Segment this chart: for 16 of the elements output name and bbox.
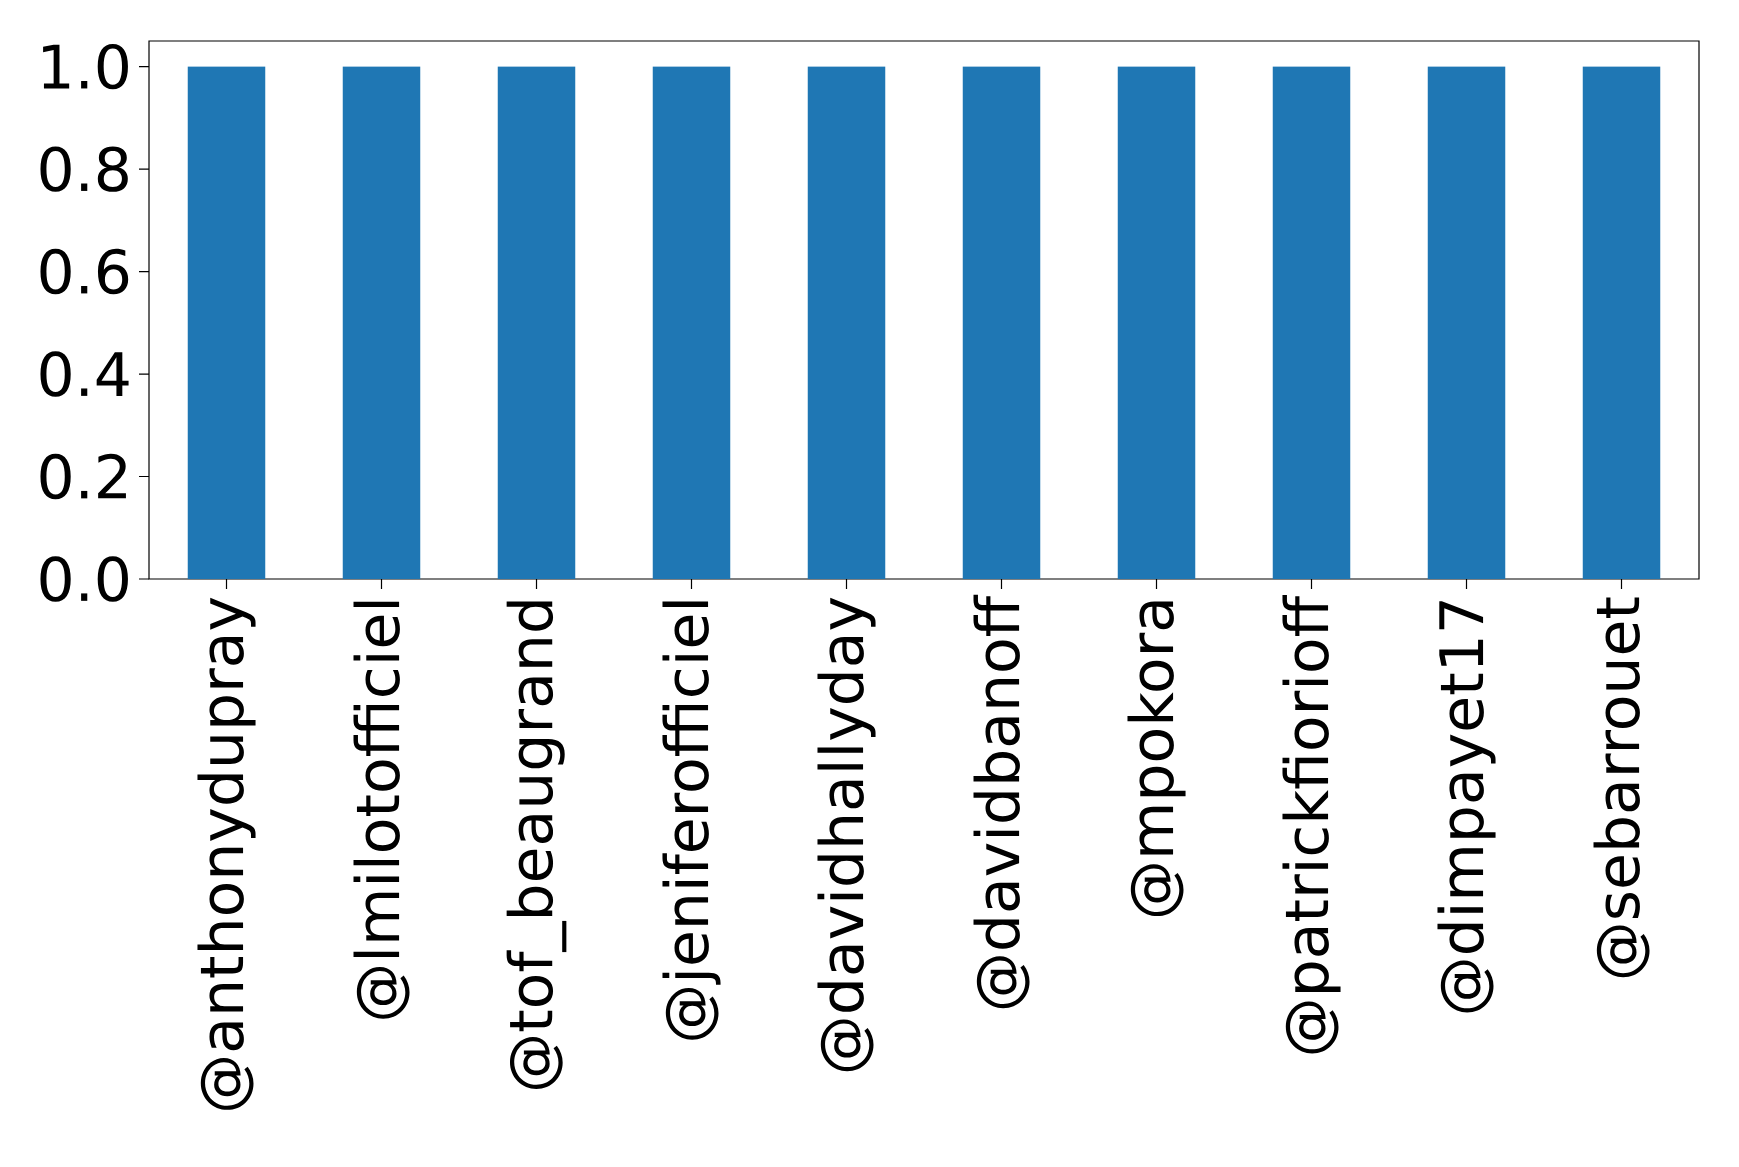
x-tick-label: @lmilotofficiel [353, 601, 410, 1019]
x-tick-label: @sebarrouet [1593, 597, 1650, 978]
y-tick-label: 0.6 [40, 248, 129, 295]
y-tick-label: 1.0 [43, 43, 128, 90]
x-tick-label: @davidbanoff [973, 594, 1030, 1009]
x-tick-label: @tof_beaugrand [506, 601, 567, 1089]
x-tick-label: @patrickfiorioff [1282, 594, 1341, 1054]
y-tick-label: 0.4 [40, 351, 129, 397]
y-tick-label: 0.2 [40, 453, 126, 500]
x-tick-label: @anthonydupray [197, 597, 256, 1110]
x-tick-label: @jeniferofficiel [662, 601, 721, 1040]
y-tick-label: 0.0 [40, 556, 128, 602]
x-tick-label: @davidhallyday [817, 597, 876, 1072]
y-tick-label: 0.8 [40, 146, 128, 192]
x-tick-label: @dimpayet17 [1437, 601, 1496, 1013]
x-tick-label: @mpokora [1127, 601, 1186, 917]
